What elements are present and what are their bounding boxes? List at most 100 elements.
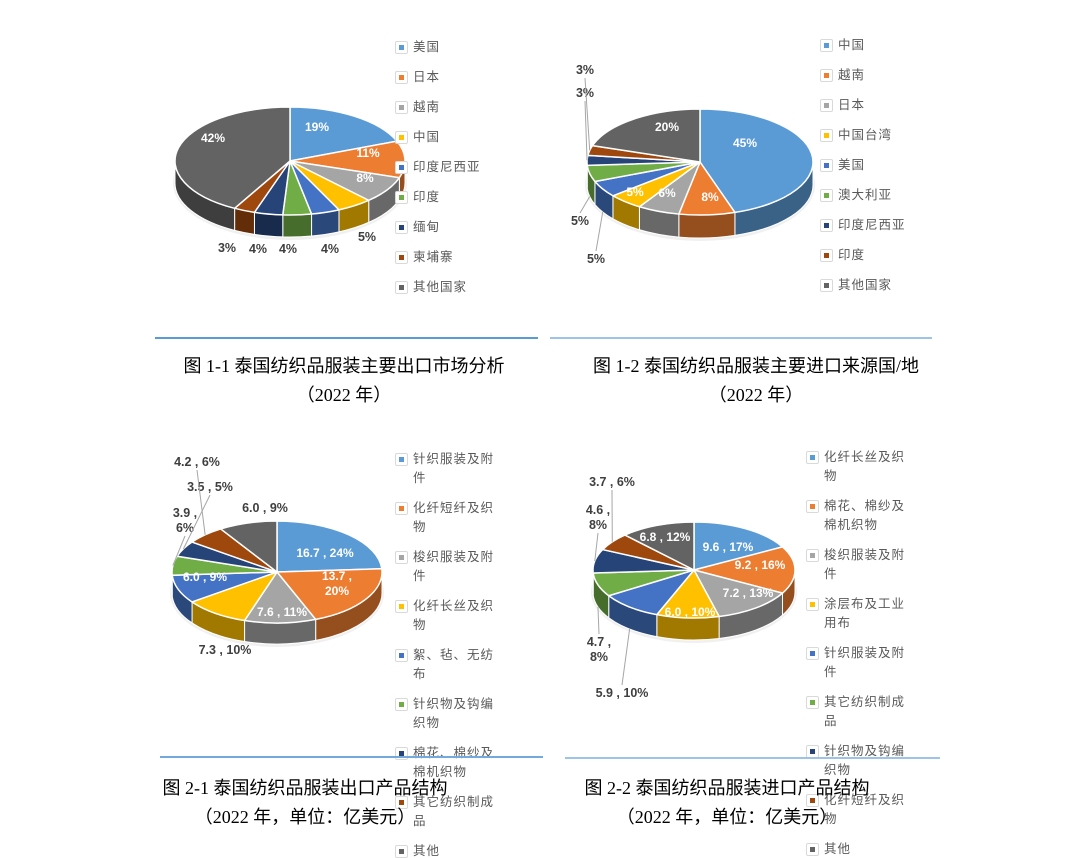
legend-swatch-icon [395,71,408,84]
figure-caption-1-1: 图 1-1 泰国纺织品服装主要出口市场分析 （2022 年） [184,352,505,410]
legend-label: 美国 [838,158,866,172]
legend-label: 针织服装及附件 [824,646,906,679]
chart-legend: 美国 日本 越南 中国 印度尼西亚 印度 缅甸 柬埔寨 其他国家 [395,38,530,297]
legend-label: 其他国家 [838,278,893,292]
legend-swatch-icon [820,99,833,112]
slice-label: 9.2 , 16% [735,558,786,572]
slice-label: 20% [655,120,679,134]
label-leader-line [579,196,591,214]
legend-item: 印度尼西亚 [820,216,970,235]
slice-label: 3.7 , 6% [589,475,635,489]
chart-legend: 中国 越南 日本 中国台湾 美国 澳大利亚 印度尼西亚 印度 其他国家 [820,36,970,295]
slice-label: 3% [576,63,594,77]
slice-label: 3% [576,86,594,100]
legend-label: 缅甸 [413,220,441,234]
caption-subtitle: （2022 年，单位：亿美元） [616,807,838,827]
slice-label: 11% [356,146,380,160]
pie-slice [693,521,784,571]
legend-item: 棉花、棉纱及棉机织物 [806,497,910,535]
legend-swatch-icon [806,794,819,807]
legend-swatch-icon [395,649,408,662]
legend-item: 化纤短纤及织物 [806,791,910,829]
legend-swatch-icon [395,131,408,144]
pie-3d: 16.7 , 24% 13.7 , 20% 7.6 , 11% 7.3 , 10% 6.0… [170,455,384,657]
legend-label: 梭织服装及附件 [413,550,495,583]
legend-item: 涂层布及工业用布 [806,595,910,633]
legend-item: 其他国家 [820,276,970,295]
caption-title: 图 2-2 泰国纺织品服装进口产品结构 [584,778,870,798]
legend-swatch-icon [806,451,819,464]
legend-item: 絮、毡、无纺布 [395,646,499,684]
legend-item: 印度 [395,188,530,207]
caption-subtitle: （2022 年，单位：亿美元） [194,807,416,827]
legend-label: 梭织服装及附件 [824,548,906,581]
caption-title: 图 2-1 泰国纺织品服装出口产品结构 [162,778,448,798]
legend-swatch-icon [395,600,408,613]
slice-label: 9.6 , 17% [703,540,754,554]
legend-swatch-icon [806,843,819,856]
label-leader-line [172,535,186,566]
divider-line [160,756,543,758]
legend-item: 美国 [395,38,530,57]
label-leader-line [196,469,206,535]
legend-swatch-icon [806,647,819,660]
legend-swatch-icon [395,453,408,466]
label-leader-line [621,628,631,686]
pie-slice [699,108,814,214]
legend-item: 针织物及钩编织物 [806,742,910,780]
slice-label: 6.0 , 10% [665,605,716,619]
legend-swatch-icon [395,191,408,204]
slice-label: 8% [701,190,719,204]
slice-label: 5% [571,214,589,228]
legend-item: 越南 [395,98,530,117]
legend-label: 美国 [413,40,441,54]
figure-1-2-chart[interactable]: 45% 8% 6% 5% 5% 5% 3% 3% 20% 中国 越南 日本 中国台湾 美国 澳大利亚 印度尼… [560,18,980,336]
legend-label: 越南 [413,100,441,114]
legend-label: 针织物及钩编织物 [824,744,906,777]
legend-item: 日本 [395,68,530,87]
legend-swatch-icon [806,500,819,513]
legend-label: 中国台湾 [838,128,893,142]
label-leader-line [584,100,588,161]
legend-swatch-icon [820,159,833,172]
figure-2-2-chart[interactable]: 9.6 , 17% 9.2 , 16% 7.2 , 13% 6.0 , 10% 5.9 … [560,428,980,856]
legend-label: 印度 [838,248,866,262]
slice-label: 3.9 , 6% [173,506,197,535]
legend-label: 其他国家 [413,280,468,294]
legend-swatch-icon [820,189,833,202]
pie-slice [693,546,796,594]
legend-item: 其他 [395,842,499,858]
pie-slice-side [678,211,736,239]
label-leader-line [597,606,600,635]
legend-item: 柬埔寨 [395,248,530,267]
legend-item: 中国 [820,36,970,55]
slice-label: 7.2 , 13% [723,586,774,600]
slice-label: 3.5 , 5% [187,480,233,494]
legend-swatch-icon [820,69,833,82]
caption-subtitle: （2022 年） [296,385,392,405]
legend-item: 针织服装及附件 [395,450,499,488]
legend-item: 梭织服装及附件 [806,546,910,584]
slice-label: 8% [356,171,374,185]
slice-label: 4% [249,242,267,256]
caption-subtitle: （2022 年） [708,385,804,405]
slice-label: 16.7 , 24% [296,546,354,560]
divider-line [550,337,932,339]
slice-label: 7.3 , 10% [199,643,252,657]
legend-label: 日本 [413,70,441,84]
figure-1-1-chart[interactable]: 19% 11% 8% 5% 4% 4% 4% 3% 42% 美国 日本 越南 中国 印度尼西亚 印度 缅甸柬… [140,18,532,336]
divider-line [155,337,538,339]
legend-item: 美国 [820,156,970,175]
figure-2-1-chart[interactable]: 16.7 , 24% 13.7 , 20% 7.6 , 11% 7.3 , 10% 6.0… [140,428,532,858]
figure-caption-2-1: 图 2-1 泰国纺织品服装出口产品结构 （2022 年，单位：亿美元） [163,774,448,832]
legend-item: 越南 [820,66,970,85]
legend-swatch-icon [395,502,408,515]
slice-label: 6.0 , 9% [183,570,227,584]
chart-legend: 化纤长丝及织物 棉花、棉纱及棉机织物 梭织服装及附件 涂层布及工业用布 针织服装及附件其… [806,448,910,858]
legend-swatch-icon [395,251,408,264]
slice-label: 4.2 , 6% [174,455,220,469]
slice-label: 5% [626,185,644,199]
legend-item: 化纤短纤及织物 [395,499,499,537]
pie-3d: 9.6 , 17% 9.2 , 16% 7.2 , 13% 6.0 , 10% 5.9 … [586,475,797,700]
slice-label: 6% [658,186,676,200]
